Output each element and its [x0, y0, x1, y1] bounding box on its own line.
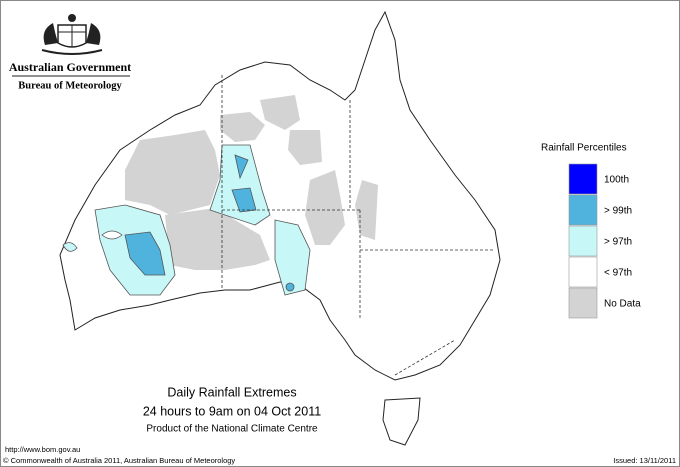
emblem	[41, 14, 103, 55]
legend-label: > 99th	[604, 206, 632, 217]
caption-title: Daily Rainfall Extremes	[167, 385, 296, 399]
footer-url: http://www.bom.gov.au	[5, 445, 80, 454]
legend-swatch	[568, 194, 598, 226]
caption-period: 24 hours to 9am on 04 Oct 2011	[143, 404, 321, 418]
legend-label: > 97th	[604, 237, 632, 248]
legend-swatch	[568, 256, 598, 288]
header-title: Australian Government	[9, 60, 131, 74]
header-subtitle: Bureau of Meteorology	[18, 80, 122, 91]
caption-product: Product of the National Climate Centre	[146, 424, 318, 435]
legend-swatch	[568, 287, 598, 319]
legend-label: < 97th	[604, 268, 632, 279]
legend-swatch	[568, 225, 598, 257]
legend-title: Rainfall Percentiles	[541, 143, 627, 154]
legend-label: No Data	[604, 299, 641, 310]
legend-label: 100th	[604, 175, 629, 186]
footer-issued: Issued: 13/11/2011	[613, 456, 676, 465]
footer-copyright: © Commonwealth of Australia 2011, Austra…	[3, 456, 235, 465]
legend: 100th > 99th > 97th < 97th No Data	[568, 163, 641, 319]
legend-swatch	[568, 163, 598, 195]
australia-map	[59, 10, 501, 446]
